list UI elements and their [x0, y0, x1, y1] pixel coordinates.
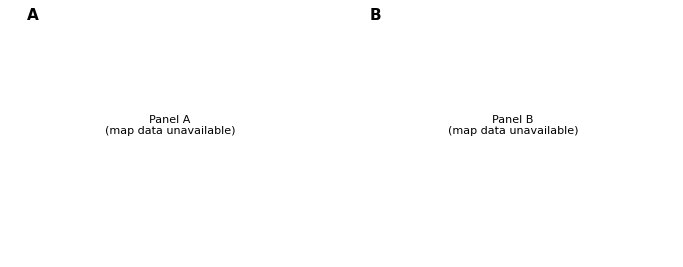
Text: B: B: [370, 8, 381, 23]
Text: Panel A
(map data unavailable): Panel A (map data unavailable): [104, 115, 235, 136]
Text: A: A: [27, 8, 38, 23]
Text: Panel B
(map data unavailable): Panel B (map data unavailable): [448, 115, 579, 136]
